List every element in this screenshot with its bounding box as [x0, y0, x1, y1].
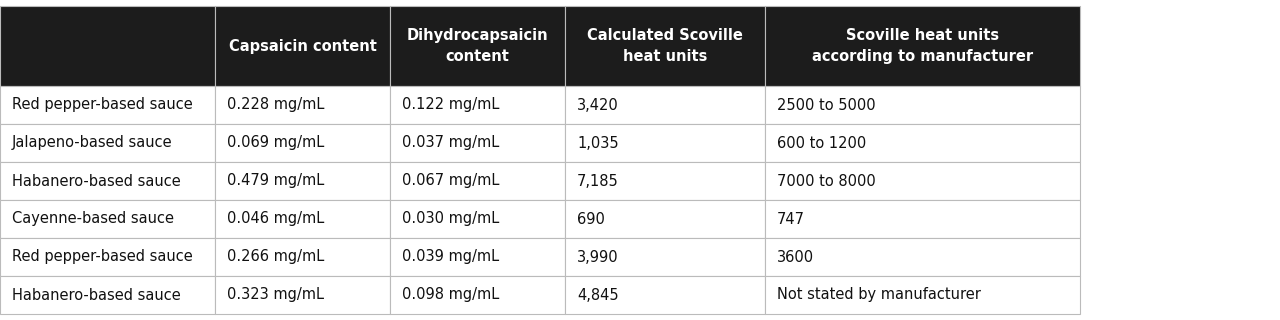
Bar [215, 276, 390, 314]
Text: 0.228 mg/mL: 0.228 mg/mL [227, 98, 324, 113]
Bar [765, 162, 1080, 200]
Text: 0.479 mg/mL: 0.479 mg/mL [227, 173, 324, 188]
Bar [0, 6, 215, 86]
Text: 0.037 mg/mL: 0.037 mg/mL [402, 135, 499, 150]
Bar [390, 6, 564, 86]
Bar [0, 162, 215, 200]
Text: 0.098 mg/mL: 0.098 mg/mL [402, 287, 499, 302]
Bar [765, 276, 1080, 314]
Bar [564, 200, 765, 238]
Text: 0.039 mg/mL: 0.039 mg/mL [402, 250, 499, 265]
Text: 3,420: 3,420 [577, 98, 618, 113]
Bar [564, 276, 765, 314]
Text: Calculated Scoville
heat units: Calculated Scoville heat units [588, 28, 742, 64]
Bar [765, 200, 1080, 238]
Text: 747: 747 [777, 212, 805, 227]
Bar [564, 124, 765, 162]
Text: 0.030 mg/mL: 0.030 mg/mL [402, 212, 499, 227]
Text: 2500 to 5000: 2500 to 5000 [777, 98, 876, 113]
Text: 600 to 1200: 600 to 1200 [777, 135, 867, 150]
Bar [0, 86, 215, 124]
Bar [0, 124, 215, 162]
Text: 4,845: 4,845 [577, 287, 618, 302]
Text: Not stated by manufacturer: Not stated by manufacturer [777, 287, 980, 302]
Text: Red pepper-based sauce: Red pepper-based sauce [12, 98, 193, 113]
Bar [215, 124, 390, 162]
Text: Habanero-based sauce: Habanero-based sauce [12, 287, 180, 302]
Bar [390, 86, 564, 124]
Bar [215, 162, 390, 200]
Bar [564, 86, 765, 124]
Bar [765, 86, 1080, 124]
Text: 0.266 mg/mL: 0.266 mg/mL [227, 250, 324, 265]
Bar [564, 6, 765, 86]
Bar [390, 276, 564, 314]
Bar [765, 6, 1080, 86]
Text: 1,035: 1,035 [577, 135, 618, 150]
Text: Red pepper-based sauce: Red pepper-based sauce [12, 250, 193, 265]
Bar [390, 162, 564, 200]
Bar [0, 200, 215, 238]
Bar [215, 238, 390, 276]
Text: 7000 to 8000: 7000 to 8000 [777, 173, 876, 188]
Text: 0.122 mg/mL: 0.122 mg/mL [402, 98, 499, 113]
Text: Jalapeno-based sauce: Jalapeno-based sauce [12, 135, 173, 150]
Text: Cayenne-based sauce: Cayenne-based sauce [12, 212, 174, 227]
Bar [564, 162, 765, 200]
Bar [390, 200, 564, 238]
Text: Habanero-based sauce: Habanero-based sauce [12, 173, 180, 188]
Text: 690: 690 [577, 212, 605, 227]
Bar [215, 200, 390, 238]
Text: 0.069 mg/mL: 0.069 mg/mL [227, 135, 324, 150]
Bar [0, 276, 215, 314]
Bar [0, 238, 215, 276]
Text: Capsaicin content: Capsaicin content [229, 38, 376, 53]
Text: 3,990: 3,990 [577, 250, 618, 265]
Bar [765, 238, 1080, 276]
Bar [765, 124, 1080, 162]
Bar [564, 238, 765, 276]
Text: Scoville heat units
according to manufacturer: Scoville heat units according to manufac… [812, 28, 1033, 64]
Text: 7,185: 7,185 [577, 173, 618, 188]
Text: 3600: 3600 [777, 250, 814, 265]
Bar [390, 124, 564, 162]
Text: 0.323 mg/mL: 0.323 mg/mL [227, 287, 324, 302]
Text: Dihydrocapsaicin
content: Dihydrocapsaicin content [407, 28, 548, 64]
Text: 0.046 mg/mL: 0.046 mg/mL [227, 212, 324, 227]
Bar [215, 6, 390, 86]
Bar [390, 238, 564, 276]
Text: 0.067 mg/mL: 0.067 mg/mL [402, 173, 499, 188]
Bar [215, 86, 390, 124]
